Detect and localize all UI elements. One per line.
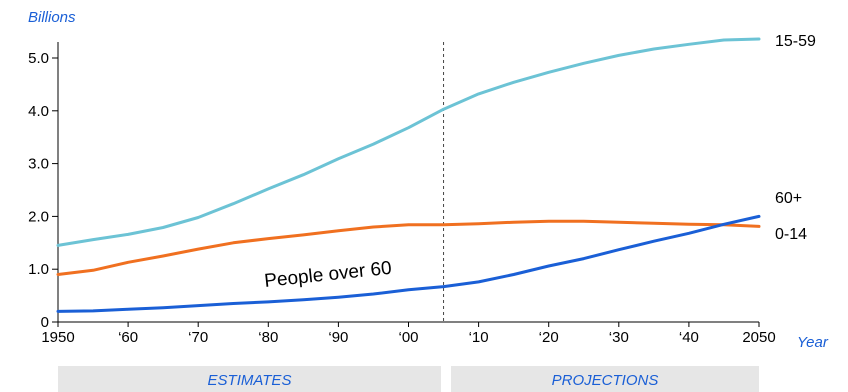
x-tick-label: ‘90 <box>328 329 348 346</box>
x-tick-label: ‘80 <box>258 329 278 346</box>
series-line-0-14 <box>56 219 761 276</box>
x-tick-label: 2050 <box>742 329 775 346</box>
estimates-band <box>58 366 441 392</box>
x-axis-title: Year <box>797 334 829 351</box>
y-tick-label: 2.0 <box>28 208 49 225</box>
x-tick-label: 1950 <box>41 329 74 346</box>
x-tick-label: ‘30 <box>609 329 629 346</box>
y-tick-label: 0 <box>41 314 49 331</box>
y-tick-label: 3.0 <box>28 156 49 173</box>
y-tick-label: 5.0 <box>28 50 49 67</box>
x-tick-label: ‘00 <box>398 329 418 346</box>
y-tick-label: 4.0 <box>28 103 49 120</box>
series-label-60+: 60+ <box>775 190 802 207</box>
x-tick-label: ‘10 <box>469 329 489 346</box>
people-over-60-annotation: People over 60 <box>263 258 392 292</box>
x-tick-label: ‘40 <box>679 329 699 346</box>
y-tick-label: 1.0 <box>28 261 49 278</box>
estimates-band-label: ESTIMATES <box>208 372 292 389</box>
x-tick-label: ‘70 <box>188 329 208 346</box>
projections-band <box>451 366 759 392</box>
series-line-60+ <box>56 214 761 313</box>
x-tick-label: ‘60 <box>118 329 138 346</box>
x-tick-label: ‘20 <box>539 329 559 346</box>
projections-band-label: PROJECTIONS <box>552 372 659 389</box>
series-line-15-59 <box>56 37 761 247</box>
series-label-15-59: 15-59 <box>775 33 816 50</box>
y-axis-title: Billions <box>28 9 76 26</box>
series-label-0-14: 0-14 <box>775 226 807 243</box>
